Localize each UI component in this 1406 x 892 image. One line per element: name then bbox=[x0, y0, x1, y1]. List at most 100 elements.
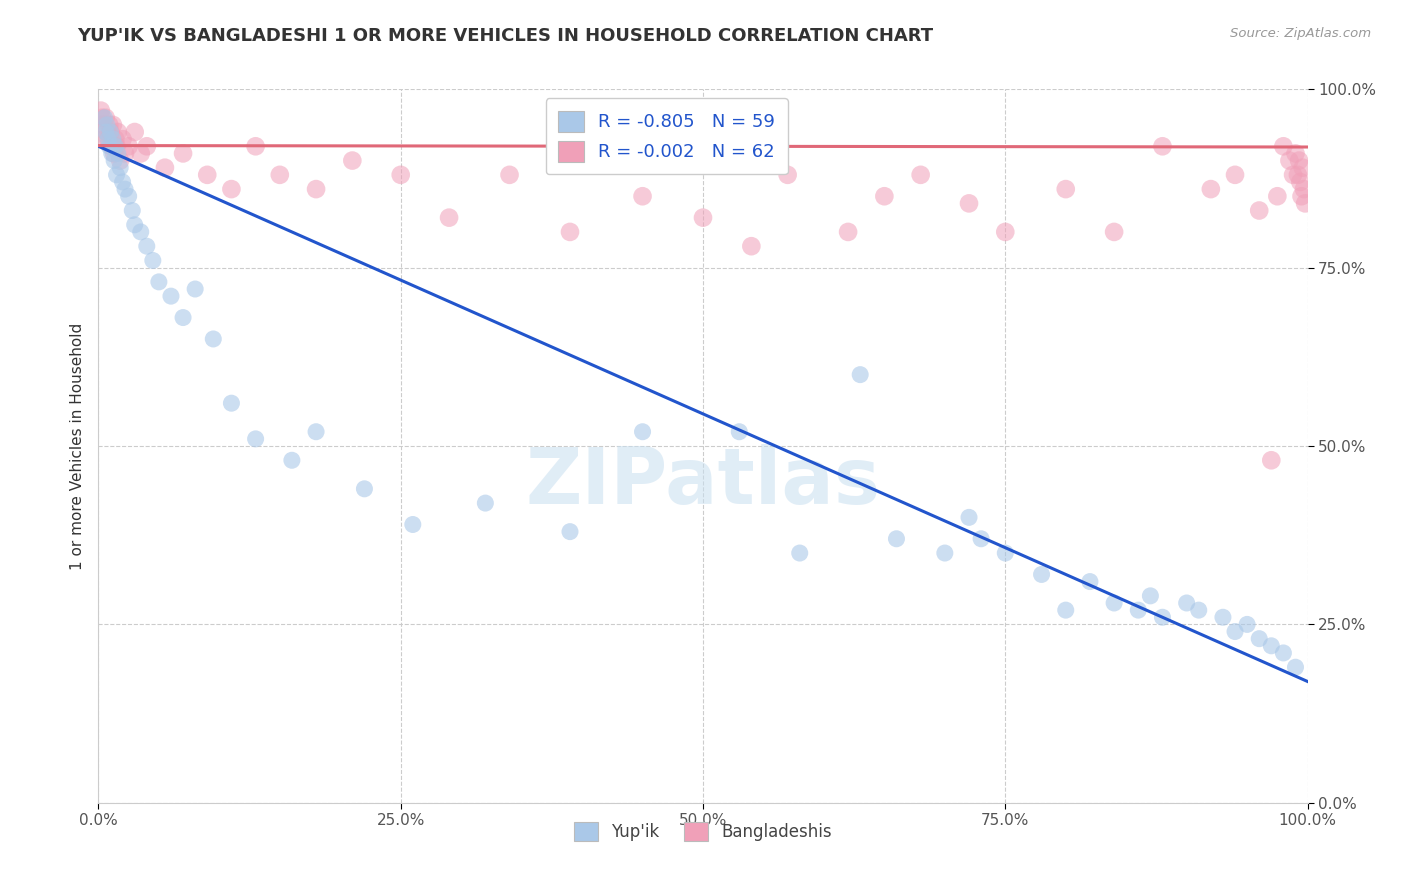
Point bbox=[1292, 182, 1315, 196]
Point bbox=[728, 425, 751, 439]
Point bbox=[221, 396, 243, 410]
Point bbox=[1272, 646, 1295, 660]
Point bbox=[957, 510, 980, 524]
Point bbox=[1212, 610, 1234, 624]
Point bbox=[97, 132, 120, 146]
Point bbox=[305, 182, 328, 196]
Point bbox=[91, 118, 114, 132]
Text: YUP'IK VS BANGLADESHI 1 OR MORE VEHICLES IN HOUSEHOLD CORRELATION CHART: YUP'IK VS BANGLADESHI 1 OR MORE VEHICLES… bbox=[77, 27, 934, 45]
Point bbox=[94, 111, 117, 125]
Point bbox=[1260, 453, 1282, 467]
Point bbox=[342, 153, 364, 168]
Point bbox=[118, 139, 141, 153]
Point bbox=[837, 225, 859, 239]
Point bbox=[1078, 574, 1101, 589]
Point bbox=[1260, 639, 1282, 653]
Point bbox=[129, 146, 152, 161]
Point bbox=[994, 225, 1017, 239]
Point bbox=[402, 517, 425, 532]
Point bbox=[100, 146, 122, 161]
Point bbox=[135, 139, 157, 153]
Point bbox=[1289, 175, 1312, 189]
Point bbox=[108, 153, 131, 168]
Point bbox=[994, 546, 1017, 560]
Point bbox=[776, 168, 799, 182]
Point bbox=[1128, 603, 1150, 617]
Point bbox=[1284, 660, 1306, 674]
Point bbox=[970, 532, 993, 546]
Point bbox=[269, 168, 291, 182]
Point bbox=[1152, 610, 1174, 624]
Point bbox=[389, 168, 412, 182]
Point bbox=[98, 118, 121, 132]
Point bbox=[124, 125, 146, 139]
Point bbox=[107, 125, 129, 139]
Point bbox=[98, 139, 121, 153]
Point bbox=[103, 153, 125, 168]
Point bbox=[631, 425, 654, 439]
Point bbox=[93, 111, 115, 125]
Point bbox=[114, 146, 136, 161]
Point bbox=[135, 239, 157, 253]
Point bbox=[1102, 596, 1125, 610]
Point bbox=[281, 453, 304, 467]
Point bbox=[886, 532, 908, 546]
Point bbox=[498, 168, 520, 182]
Point bbox=[108, 161, 131, 175]
Legend: Yup'ik, Bangladeshis: Yup'ik, Bangladeshis bbox=[568, 815, 838, 848]
Point bbox=[934, 546, 956, 560]
Point bbox=[96, 125, 118, 139]
Point bbox=[148, 275, 170, 289]
Point bbox=[558, 225, 581, 239]
Point bbox=[121, 203, 143, 218]
Point bbox=[1286, 168, 1309, 182]
Point bbox=[105, 168, 128, 182]
Point bbox=[105, 139, 128, 153]
Point bbox=[437, 211, 460, 225]
Point bbox=[631, 189, 654, 203]
Point bbox=[1249, 632, 1271, 646]
Point bbox=[957, 196, 980, 211]
Text: ZIPatlas: ZIPatlas bbox=[526, 443, 880, 520]
Point bbox=[789, 546, 811, 560]
Point bbox=[100, 125, 122, 139]
Point bbox=[129, 225, 152, 239]
Point bbox=[1223, 168, 1246, 182]
Point bbox=[474, 496, 496, 510]
Point bbox=[1249, 203, 1271, 218]
Point bbox=[103, 146, 125, 161]
Point bbox=[740, 239, 762, 253]
Point bbox=[118, 189, 141, 203]
Y-axis label: 1 or more Vehicles in Household: 1 or more Vehicles in Household bbox=[69, 322, 84, 570]
Point bbox=[1199, 182, 1222, 196]
Point bbox=[104, 132, 127, 146]
Point bbox=[195, 168, 218, 182]
Point bbox=[100, 125, 122, 139]
Point bbox=[111, 132, 134, 146]
Point bbox=[91, 111, 114, 125]
Point bbox=[873, 189, 896, 203]
Point bbox=[1292, 161, 1315, 175]
Point bbox=[101, 132, 124, 146]
Point bbox=[90, 103, 112, 118]
Point bbox=[1278, 153, 1301, 168]
Point bbox=[1265, 189, 1288, 203]
Point bbox=[692, 211, 714, 225]
Point bbox=[1054, 603, 1077, 617]
Point bbox=[353, 482, 375, 496]
Point bbox=[153, 161, 176, 175]
Point bbox=[1294, 196, 1316, 211]
Text: Source: ZipAtlas.com: Source: ZipAtlas.com bbox=[1230, 27, 1371, 40]
Point bbox=[142, 253, 165, 268]
Point bbox=[558, 524, 581, 539]
Point bbox=[221, 182, 243, 196]
Point bbox=[124, 218, 146, 232]
Point bbox=[245, 432, 267, 446]
Point bbox=[97, 132, 120, 146]
Point bbox=[305, 425, 328, 439]
Point bbox=[96, 118, 118, 132]
Point bbox=[1291, 189, 1313, 203]
Point bbox=[1054, 182, 1077, 196]
Point bbox=[160, 289, 183, 303]
Point bbox=[1139, 589, 1161, 603]
